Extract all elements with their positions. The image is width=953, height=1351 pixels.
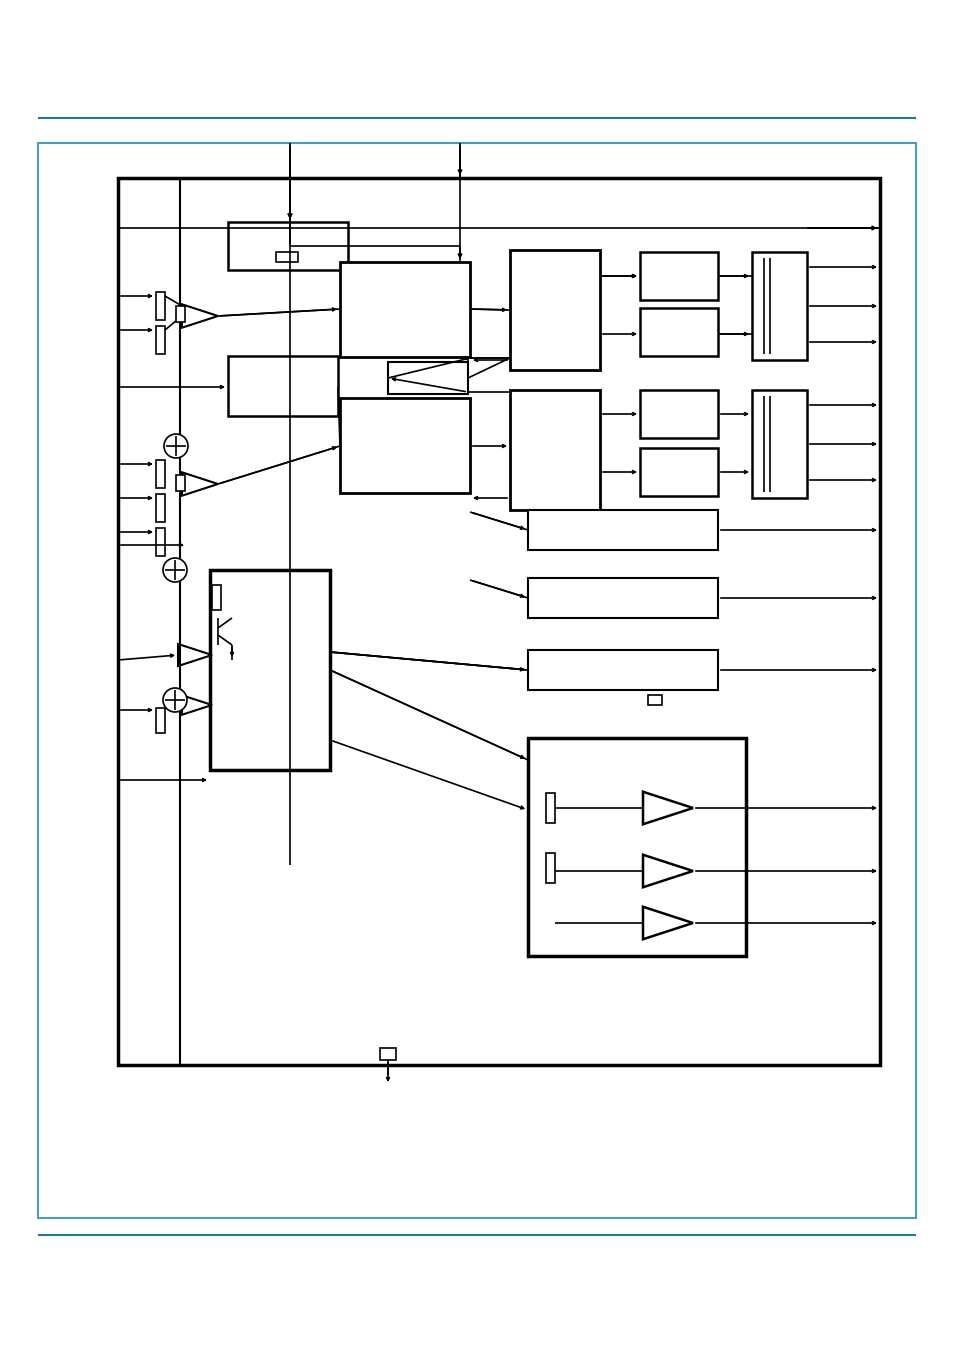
Bar — [228, 357, 337, 416]
Polygon shape — [182, 473, 218, 496]
Polygon shape — [182, 696, 212, 715]
Polygon shape — [642, 907, 692, 939]
Bar — [639, 449, 718, 496]
Bar — [175, 476, 185, 490]
Bar — [527, 738, 745, 957]
Polygon shape — [642, 792, 692, 824]
Bar — [510, 250, 599, 370]
Polygon shape — [178, 644, 212, 666]
Bar — [639, 390, 718, 438]
Bar — [156, 528, 165, 557]
Bar — [545, 852, 555, 884]
Circle shape — [163, 688, 187, 712]
Polygon shape — [642, 855, 692, 888]
Bar — [175, 305, 185, 322]
Bar — [118, 178, 879, 1065]
Bar — [38, 143, 915, 1219]
Bar — [510, 390, 599, 509]
Bar — [156, 708, 165, 734]
Bar — [647, 694, 661, 705]
Bar — [156, 292, 165, 320]
Polygon shape — [182, 304, 218, 328]
Bar — [339, 399, 470, 493]
Bar — [156, 326, 165, 354]
Bar — [527, 578, 718, 617]
Bar — [388, 362, 468, 394]
Bar — [639, 253, 718, 300]
Bar — [751, 253, 806, 359]
Bar — [639, 308, 718, 357]
Circle shape — [163, 558, 187, 582]
Bar — [379, 1048, 395, 1061]
Bar — [527, 650, 718, 690]
Circle shape — [164, 434, 188, 458]
Bar — [210, 570, 330, 770]
Bar — [527, 509, 718, 550]
Bar — [212, 585, 221, 611]
Bar — [156, 494, 165, 521]
Bar — [228, 222, 348, 270]
Bar — [339, 262, 470, 357]
Bar — [545, 793, 555, 823]
Bar — [275, 253, 297, 262]
Bar — [156, 459, 165, 488]
Bar — [751, 390, 806, 499]
